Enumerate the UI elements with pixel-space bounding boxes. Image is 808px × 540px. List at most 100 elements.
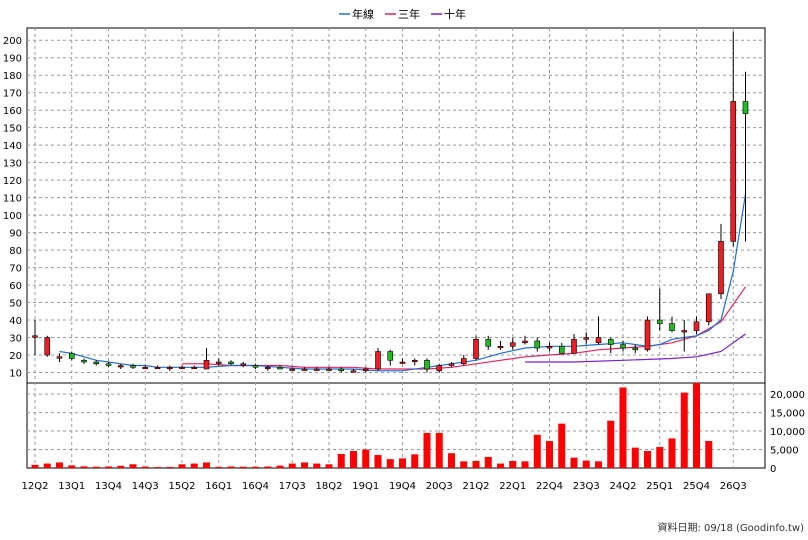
candle-body-up bbox=[313, 368, 320, 371]
candle-body-up bbox=[264, 366, 271, 370]
candle bbox=[215, 358, 222, 366]
volume-bar bbox=[399, 458, 406, 468]
volume-bar bbox=[190, 463, 198, 468]
volume-bar bbox=[423, 432, 431, 468]
candle-body-up bbox=[289, 368, 296, 371]
candle bbox=[32, 320, 38, 356]
price-tick-label: 80 bbox=[9, 246, 22, 257]
candle-body-up bbox=[583, 337, 590, 340]
candle bbox=[644, 316, 651, 352]
price-tick-label: 110 bbox=[3, 194, 22, 205]
candle-body-down bbox=[338, 368, 345, 372]
candle bbox=[105, 362, 112, 368]
volume-panel-frame bbox=[26, 382, 766, 469]
candle bbox=[460, 355, 467, 366]
price-tick-label: 170 bbox=[3, 89, 22, 100]
candle bbox=[693, 316, 700, 335]
x-tick-label: 25Q4 bbox=[683, 481, 710, 492]
candle bbox=[681, 320, 688, 352]
volume-bar bbox=[435, 432, 443, 468]
legend-item-three-year: 三年 bbox=[385, 7, 420, 21]
candle bbox=[595, 316, 602, 345]
candle-body-up bbox=[179, 366, 185, 370]
price-tick-label: 10 bbox=[9, 369, 22, 380]
x-tick-label: 25Q1 bbox=[646, 481, 673, 492]
candle-body-down bbox=[742, 101, 749, 114]
volume-bar bbox=[239, 466, 247, 468]
candle bbox=[742, 71, 749, 242]
candle bbox=[607, 337, 614, 354]
volume-bar bbox=[362, 449, 370, 468]
price-tick-label: 200 bbox=[3, 36, 22, 47]
legend: 年線 三年 十年 bbox=[339, 7, 466, 21]
candle-body-up bbox=[362, 368, 369, 372]
candle-body-up bbox=[644, 319, 651, 351]
volume-bar bbox=[582, 460, 590, 468]
candle-body-down bbox=[669, 323, 675, 331]
x-tick-label: 16Q1 bbox=[205, 481, 232, 492]
price-tick-label: 20 bbox=[9, 351, 22, 362]
price-tick-label: 150 bbox=[3, 124, 22, 135]
volume-bar bbox=[448, 453, 455, 468]
candle bbox=[497, 341, 504, 350]
candle bbox=[718, 223, 724, 300]
x-tick-label: 20Q3 bbox=[426, 481, 453, 492]
candle bbox=[534, 337, 541, 352]
volume-bar bbox=[497, 463, 504, 468]
price-tick-label: 120 bbox=[3, 176, 22, 187]
candle-body-up bbox=[166, 366, 173, 370]
candle bbox=[632, 344, 639, 354]
candle bbox=[68, 351, 75, 361]
x-tick-label: 14Q3 bbox=[132, 481, 159, 492]
volume-tick-label: 0 bbox=[770, 464, 776, 475]
candle bbox=[142, 365, 149, 370]
candle bbox=[436, 363, 443, 373]
x-tick-label: 24Q2 bbox=[610, 481, 637, 492]
candle bbox=[264, 365, 271, 371]
volume-bar bbox=[472, 460, 480, 468]
candle bbox=[301, 367, 308, 371]
volume-bar bbox=[154, 467, 161, 468]
candle bbox=[362, 367, 369, 373]
volume-bar bbox=[203, 462, 210, 468]
volume-bar bbox=[227, 466, 235, 468]
candle bbox=[730, 31, 737, 247]
candle bbox=[448, 362, 455, 368]
x-tick-label: 12Q2 bbox=[22, 481, 49, 492]
volume-axis: 0 5,000 10,000 15,000 20,000 bbox=[770, 390, 805, 475]
volume-bar bbox=[141, 466, 149, 468]
price-tick-label: 160 bbox=[3, 106, 22, 117]
volume-bar bbox=[56, 462, 63, 468]
volume-bar bbox=[374, 455, 382, 468]
volume-bar bbox=[117, 465, 125, 468]
price-tick-label: 70 bbox=[9, 264, 22, 275]
x-tick-label: 23Q3 bbox=[573, 481, 600, 492]
candle-body-up bbox=[681, 330, 688, 333]
candle-body-up bbox=[350, 370, 357, 373]
candle bbox=[338, 367, 345, 373]
volume-bar bbox=[631, 447, 639, 468]
price-tick-label: 100 bbox=[3, 211, 22, 222]
candle bbox=[558, 342, 565, 354]
candle-body-down bbox=[534, 340, 541, 349]
price-tick-label: 30 bbox=[9, 334, 22, 345]
candle-body-down bbox=[130, 365, 136, 368]
price-axis: 10 20 30 40 50 60 70 80 90 100 110 120 130 140 150 160 1… bbox=[3, 36, 22, 379]
candle bbox=[399, 358, 406, 364]
candle-body-down bbox=[252, 365, 259, 368]
grid bbox=[27, 28, 765, 468]
price-tick-label: 180 bbox=[3, 71, 22, 82]
candle-body-up bbox=[56, 356, 63, 359]
candle bbox=[313, 367, 320, 371]
price-panel-frame bbox=[26, 27, 766, 384]
candle-body-down bbox=[558, 345, 565, 354]
volume-bar bbox=[264, 466, 272, 468]
candle bbox=[424, 358, 430, 373]
volume-bar bbox=[546, 441, 553, 468]
candle bbox=[546, 342, 553, 352]
candle-body-down bbox=[620, 344, 626, 349]
volume-bar bbox=[570, 457, 578, 468]
candle-body-down bbox=[485, 338, 492, 347]
candle bbox=[252, 363, 259, 370]
candle bbox=[509, 337, 516, 350]
